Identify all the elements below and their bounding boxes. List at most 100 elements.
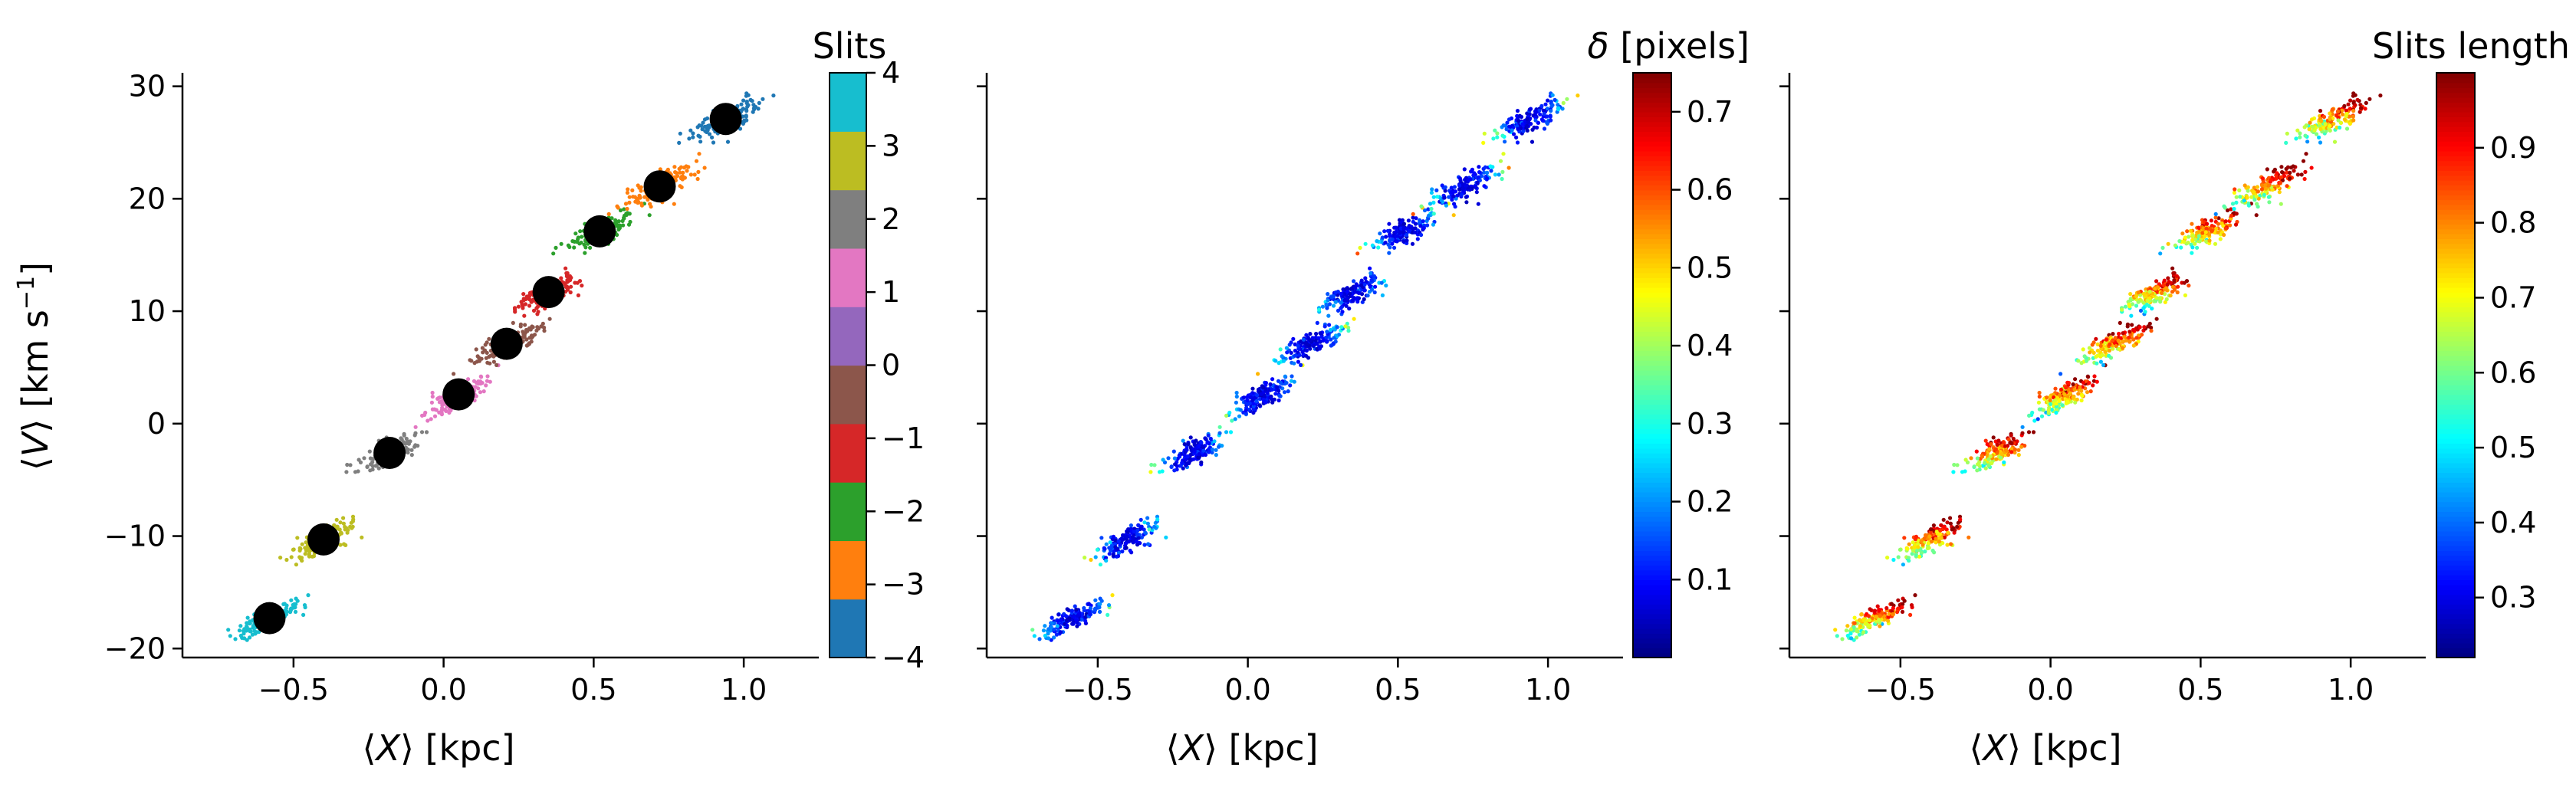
scatter-point	[2085, 390, 2090, 395]
scatter-point	[1431, 200, 1436, 205]
scatter-point	[1230, 418, 1234, 423]
scatter-point	[1460, 183, 1465, 188]
scatter-point	[2307, 127, 2312, 132]
scatter-point	[1505, 120, 1510, 125]
colorbar-segment	[2436, 579, 2475, 585]
colorbar-segment	[2436, 648, 2475, 654]
scatter-point	[2359, 106, 2364, 110]
colorbar-segment	[1633, 321, 1671, 327]
scatter-point	[1914, 534, 1918, 540]
scatter-point	[1537, 108, 1542, 113]
colorbar-segment	[2436, 618, 2475, 625]
scatter-point	[2064, 385, 2068, 390]
scatter-point	[1376, 245, 1381, 250]
scatter-point	[2045, 395, 2049, 400]
scatter-point	[2139, 333, 2144, 337]
colorbar-segment	[1633, 131, 1671, 137]
scatter-point	[1390, 241, 1395, 246]
scatter-point	[1318, 339, 1322, 343]
colorbar-segment	[2436, 160, 2475, 166]
colorbar-segment	[1633, 126, 1671, 133]
colorbar-segment	[2436, 555, 2475, 561]
scatter-point	[522, 313, 527, 318]
scatter-point	[295, 536, 300, 540]
colorbar-segment	[830, 482, 866, 541]
scatter-point	[694, 159, 699, 163]
scatter-point	[1472, 171, 1477, 175]
colorbar-segment	[2436, 277, 2475, 284]
colorbar-segment	[1633, 175, 1671, 181]
scatter-point	[2092, 374, 2097, 379]
scatter-point	[2111, 332, 2115, 336]
scatter-point	[1214, 448, 1218, 452]
scatter-point	[1369, 278, 1374, 283]
scatter-point	[1379, 280, 1384, 285]
colorbar-segment	[2436, 311, 2475, 317]
scatter-point	[1877, 607, 1881, 612]
colorbar-segment	[1633, 199, 1671, 205]
colorbar-segment	[2436, 73, 2475, 79]
colorbar-segment	[2436, 511, 2475, 517]
scatter-point	[2111, 346, 2115, 351]
scatter-point	[2057, 398, 2062, 403]
scatter-point	[334, 517, 339, 522]
scatter-point	[2285, 184, 2289, 189]
colorbar-segment	[2436, 462, 2475, 468]
colorbar-segment	[2436, 107, 2475, 113]
scatter-point	[1316, 336, 1321, 340]
colorbar-segment	[2436, 209, 2475, 215]
scatter-point	[478, 390, 483, 395]
scatter-point	[588, 245, 593, 250]
scatter-point	[1113, 545, 1118, 549]
colorbar-segment	[1633, 423, 1671, 429]
scatter-point	[488, 361, 492, 366]
scatter-point	[438, 395, 442, 400]
scatter-point	[295, 599, 300, 603]
scatter-point	[1840, 637, 1845, 641]
colorbar-segment	[1633, 506, 1671, 513]
scatter-point	[2095, 379, 2099, 384]
scatter-point	[1147, 527, 1152, 532]
scatter-point	[1083, 618, 1088, 623]
scatter-point	[1474, 190, 1479, 195]
scatter-point	[226, 628, 231, 632]
colorbar-segment	[1633, 243, 1671, 249]
scatter-point	[536, 310, 540, 314]
colorbar-segment	[1633, 224, 1671, 230]
colorbar-segment	[2436, 92, 2475, 98]
colorbar-segment	[2436, 550, 2475, 556]
colorbar-segment	[2436, 452, 2475, 459]
scatter-point	[480, 381, 485, 385]
scatter-point	[1907, 542, 1911, 546]
scatter-point	[1125, 534, 1129, 539]
colorbar-segment	[2436, 126, 2475, 133]
scatter-point	[488, 353, 493, 358]
scatter-point	[2256, 205, 2260, 209]
scatter-point	[1882, 618, 1887, 622]
scatter-point	[406, 450, 410, 455]
colorbar-segment	[2436, 336, 2475, 342]
colorbar-segment	[2436, 297, 2475, 303]
scatter-point	[2309, 117, 2315, 122]
scatter-point	[521, 330, 525, 334]
colorbar-segment	[1633, 77, 1671, 84]
colorbar-segment	[1633, 340, 1671, 346]
scatter-point	[306, 593, 310, 598]
scatter-point	[2190, 233, 2196, 238]
scatter-point	[1332, 336, 1336, 340]
scatter-point	[2233, 187, 2237, 192]
scatter-point	[299, 556, 304, 560]
colorbar-segment	[1633, 214, 1671, 220]
colorbar-segment	[1633, 452, 1671, 459]
scatter-point	[284, 557, 289, 562]
scatter-point	[513, 307, 518, 312]
scatter-point	[547, 317, 552, 321]
scatter-point	[1086, 602, 1091, 606]
scatter-point	[677, 140, 682, 145]
scatter-point	[527, 336, 532, 340]
colorbar-segment	[2436, 185, 2475, 191]
colorbar-title: δ [pixels]	[1587, 25, 1750, 67]
colorbar-segment	[2436, 497, 2475, 503]
scatter-point	[1097, 605, 1102, 610]
scatter-point	[1299, 362, 1303, 367]
